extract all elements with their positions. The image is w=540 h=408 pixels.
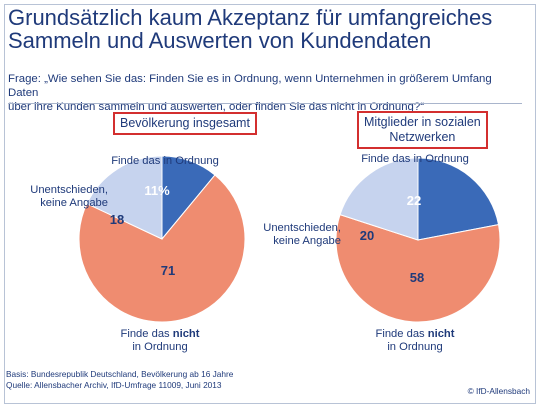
pie-right-title-line-2: Netzwerken	[389, 130, 456, 144]
pie-left-label-nicht-line-2: in Ordnung	[132, 341, 188, 353]
pie-left-label-unentschieden: Unentschieden, keine Angabe	[8, 184, 108, 210]
pie-right-value-unentschieden: 20	[359, 228, 375, 243]
pie-left-label-nicht: Finde das nicht in Ordnung	[100, 328, 220, 354]
title-line-2: Sammeln und Auswerten von Kundendaten	[8, 28, 432, 53]
footer-copyright: © IfD-Allensbach	[467, 386, 530, 396]
pie-right-slice-nicht	[335, 214, 501, 323]
title-line-1: Grundsätzlich kaum Akzeptanz für umfangr…	[8, 5, 493, 30]
pie-left-value-unentschieden: 18	[109, 212, 125, 227]
question-line-1: Frage: „Wie sehen Sie das: Finden Sie es…	[8, 73, 492, 99]
pie-right-label-unentschieden-line-2: keine Angabe	[273, 235, 341, 247]
footer-quelle: Quelle: Allensbacher Archiv, IfD-Umfrage…	[6, 380, 222, 390]
pie-left-value-ordnung: 11%	[144, 183, 170, 198]
pie-left-title: Bevölkerung insgesamt	[113, 112, 257, 135]
pie-left-value-nicht: 71	[160, 263, 176, 278]
pie-right-slice-ordnung	[417, 157, 500, 241]
footer-basis: Basis: Bundesrepublik Deutschland, Bevöl…	[6, 369, 234, 379]
survey-question: Frage: „Wie sehen Sie das: Finden Sie es…	[8, 72, 523, 114]
pie-right-value-nicht: 58	[409, 270, 425, 285]
pie-left-slice-nicht	[78, 174, 246, 323]
pie-right-label-unentschieden-line-1: Unentschieden,	[263, 222, 341, 234]
footer-source: Basis: Bundesrepublik Deutschland, Bevöl…	[6, 369, 233, 391]
pie-right-title-line-1: Mitglieder in sozialen	[364, 115, 481, 129]
chart-title: Grundsätzlich kaum Akzeptanz für umfangr…	[8, 6, 523, 52]
pie-right-label-ordnung: Finde das in Ordnung	[361, 153, 469, 165]
pie-right-title: Mitglieder in sozialen Netzwerken	[357, 111, 488, 149]
pie-left-label-unentschieden-line-1: Unentschieden,	[30, 184, 108, 196]
pie-right-label-unentschieden: Unentschieden, keine Angabe	[236, 222, 341, 248]
pie-left-label-nicht-pre: Finde das	[120, 328, 173, 340]
pie-left-label-unentschieden-line-2: keine Angabe	[40, 197, 108, 209]
pie-right-label-nicht: Finde das nicht in Ordnung	[355, 328, 475, 354]
pie-right-label-nicht-pre: Finde das	[375, 328, 428, 340]
divider	[8, 103, 522, 104]
pie-left-label-nicht-bold: nicht	[172, 328, 200, 340]
pie-right-slice-unentschieden	[339, 157, 419, 241]
pie-right-value-ordnung: 22	[406, 193, 422, 208]
question-line-2: über ihre Kunden sammeln und auswerten, …	[8, 101, 425, 113]
pie-right-label-nicht-line-2: in Ordnung	[387, 341, 443, 353]
pie-right-label-nicht-bold: nicht	[427, 328, 455, 340]
pie-left-slice-unentschieden	[86, 155, 163, 240]
pie-left-label-ordnung: Finde das in Ordnung	[111, 155, 219, 167]
